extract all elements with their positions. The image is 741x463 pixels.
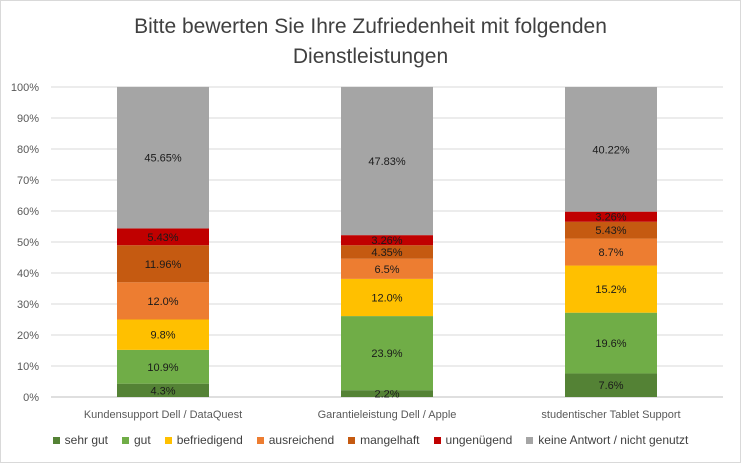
bar-segment (341, 316, 433, 391)
bar-segment (341, 235, 433, 246)
bar-segment (117, 86, 209, 229)
data-label: 11.96% (145, 259, 182, 271)
data-label: 6.5% (374, 264, 399, 276)
bar-segment (341, 245, 433, 259)
chart-legend: sehr gut gut befriedigend ausreichend mangel… (1, 433, 740, 447)
data-label: 19.6% (595, 338, 626, 350)
legend-swatch (526, 436, 534, 444)
bar-segment (565, 265, 657, 313)
legend-item: keine Antwort / nicht genutzt (526, 433, 688, 447)
legend-item: sehr gut (52, 433, 108, 447)
legend-swatch (52, 436, 60, 444)
y-tick-label: 10% (17, 361, 39, 373)
data-label: 45.65% (144, 153, 182, 165)
data-label: 3.26% (595, 212, 626, 224)
x-tick-label: Garantieleistung Dell / Apple (318, 409, 457, 421)
chart-title-line-2: Dienstleistungen (292, 45, 449, 68)
bar-segment (117, 349, 209, 384)
data-label: 23.9% (371, 348, 402, 360)
y-tick-label: 80% (17, 144, 39, 156)
data-label: 4.35% (371, 247, 402, 259)
data-label: 5.43% (147, 232, 178, 244)
data-label: 12.0% (371, 292, 402, 304)
legend-label: gut (134, 433, 151, 447)
legend-item: befriedigend (164, 433, 243, 447)
data-label: 4.3% (150, 385, 175, 397)
legend-label: befriedigend (176, 433, 243, 447)
y-tick-label: 30% (17, 299, 39, 311)
chart-title-line-1: Bitte bewerten Sie Ihre Zufriedenheit mi… (134, 15, 607, 38)
x-tick-label: Kundensupport Dell / DataQuest (84, 409, 242, 421)
bar-segment (565, 312, 657, 374)
legend-label: ungenügend (445, 433, 513, 447)
bar-segment (565, 86, 657, 212)
bar-segment (341, 86, 433, 236)
legend-label: sehr gut (64, 433, 108, 447)
bar-segment (117, 383, 209, 397)
legend-swatch (433, 436, 441, 444)
legend-label: mangelhaft (360, 433, 420, 447)
legend-item: gut (122, 433, 151, 447)
bar-segment (117, 228, 209, 246)
bar-segment (117, 319, 209, 350)
data-label: 2.2% (374, 389, 399, 401)
y-tick-label: 60% (17, 206, 39, 218)
legend-item: ausreichend (256, 433, 335, 447)
y-tick-label: 20% (17, 330, 39, 342)
bar-segment (117, 245, 209, 283)
x-tick-label: studentischer Tablet Support (541, 409, 680, 421)
legend-label: ausreichend (268, 433, 335, 447)
data-label: 7.6% (598, 380, 623, 392)
data-label: 10.9% (147, 362, 178, 374)
bar-segment (341, 258, 433, 279)
bar-segment (117, 282, 209, 320)
legend-item: ungenügend (433, 433, 513, 447)
y-tick-label: 50% (17, 237, 39, 249)
legend-item: mangelhaft (348, 433, 420, 447)
legend-swatch (122, 436, 129, 444)
y-tick-label: 70% (17, 175, 39, 187)
y-tick-label: 100% (11, 82, 39, 94)
data-label: 8.7% (598, 247, 623, 259)
legend-swatch (256, 436, 264, 444)
y-tick-label: 40% (17, 268, 39, 280)
data-label: 47.83% (368, 156, 406, 168)
data-label: 40.22% (592, 144, 630, 156)
data-label: 9.8% (150, 330, 175, 342)
bar-segment (341, 390, 433, 397)
stacked-bar-plot: 0% 10% 20% 30% 40% 50% 60% 70% 80% 90% 100% 4.3% 10.… (11, 82, 723, 421)
data-label: 5.43% (595, 225, 626, 237)
bar-segment (565, 211, 657, 222)
data-label: 12.0% (147, 296, 178, 308)
data-label: 15.2% (595, 284, 626, 296)
bar-segment (341, 278, 433, 317)
bar-segment (565, 221, 657, 239)
y-tick-label: 0% (23, 392, 39, 404)
y-tick-label: 90% (17, 113, 39, 125)
legend-label: keine Antwort / nicht genutzt (538, 433, 689, 447)
data-label: 3.26% (371, 235, 402, 247)
bar-segment (565, 373, 657, 397)
bar-segment (565, 238, 657, 266)
legend-swatch (164, 436, 172, 444)
legend-swatch (348, 436, 356, 444)
